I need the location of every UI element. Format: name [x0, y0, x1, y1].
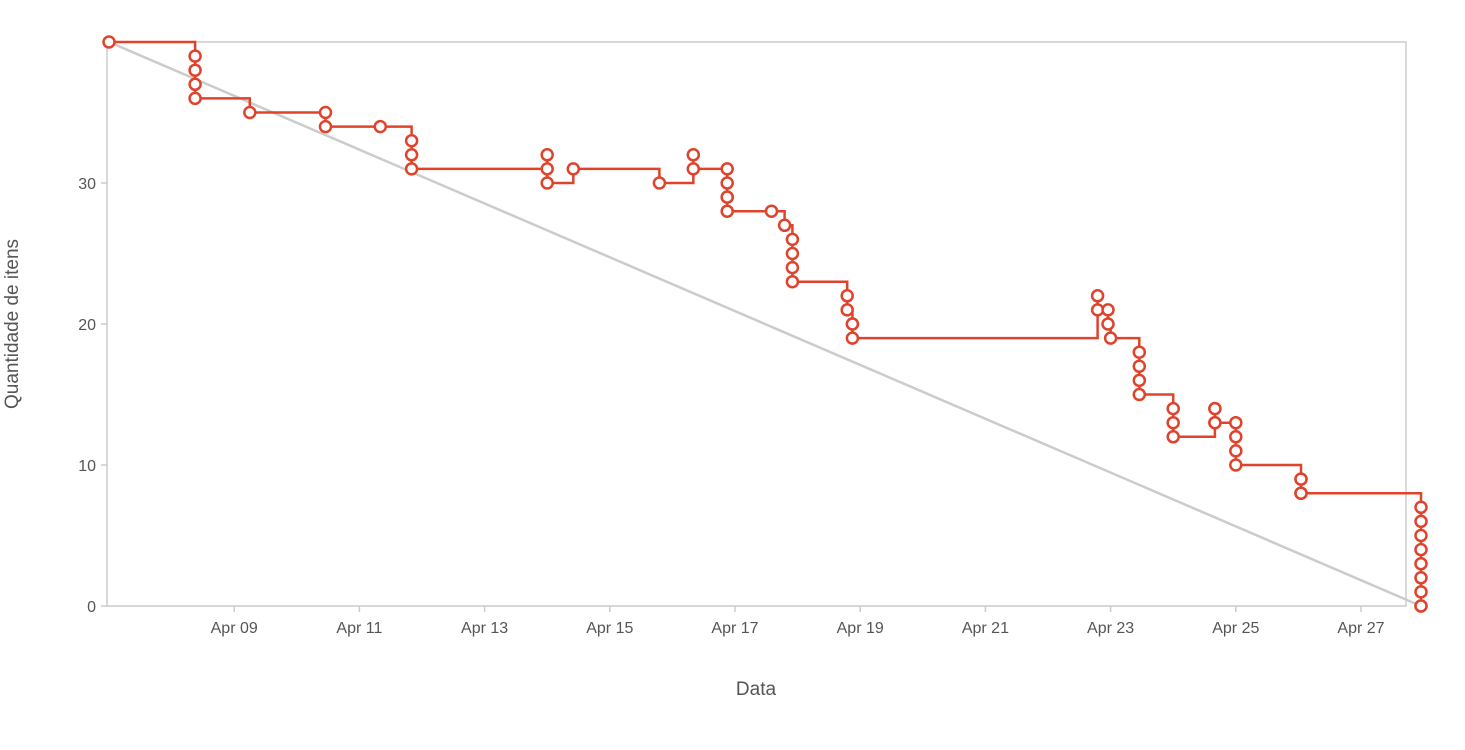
data-point[interactable]	[102, 35, 116, 49]
data-point[interactable]	[540, 176, 554, 190]
y-tick-label: 20	[78, 317, 96, 334]
data-point[interactable]	[686, 162, 701, 176]
y-tick-label: 0	[87, 599, 96, 616]
x-tick-label: Apr 11	[336, 620, 382, 637]
x-tick-label: Apr 19	[837, 620, 884, 637]
series-layer	[102, 35, 1428, 613]
data-point[interactable]	[845, 317, 860, 331]
data-point[interactable]	[1414, 585, 1428, 599]
data-point[interactable]	[1229, 444, 1243, 458]
data-point[interactable]	[1294, 486, 1308, 500]
data-point[interactable]	[652, 176, 667, 190]
x-tick-label: Apr 15	[586, 620, 633, 637]
data-point[interactable]	[318, 119, 333, 134]
data-point[interactable]	[1132, 387, 1147, 402]
data-point[interactable]	[1132, 373, 1147, 388]
data-point[interactable]	[1294, 472, 1308, 486]
data-point[interactable]	[1166, 430, 1180, 444]
y-axis: 0 10 20 30	[78, 176, 107, 616]
data-point[interactable]	[785, 246, 800, 261]
data-point[interactable]	[566, 162, 581, 176]
data-point[interactable]	[1229, 458, 1243, 472]
y-axis-title: Quantidade de itens	[2, 239, 23, 409]
data-point[interactable]	[720, 162, 734, 176]
data-point[interactable]	[785, 260, 800, 275]
data-point[interactable]	[1414, 542, 1428, 557]
data-point[interactable]	[840, 289, 854, 303]
data-point[interactable]	[1208, 401, 1222, 416]
data-point[interactable]	[777, 218, 792, 233]
ideal-trend-line	[108, 40, 1422, 608]
x-tick-label: Apr 09	[211, 620, 258, 637]
data-point[interactable]	[720, 176, 734, 190]
data-point[interactable]	[1132, 359, 1147, 374]
data-point[interactable]	[720, 204, 734, 218]
data-point[interactable]	[1414, 599, 1428, 613]
data-point[interactable]	[404, 148, 419, 162]
data-point[interactable]	[1103, 331, 1118, 345]
data-point[interactable]	[720, 190, 734, 204]
data-point[interactable]	[540, 162, 554, 176]
data-point[interactable]	[540, 148, 554, 162]
data-point[interactable]	[764, 204, 779, 218]
data-point[interactable]	[1229, 430, 1243, 444]
data-point[interactable]	[1101, 317, 1115, 331]
y-tick-label: 10	[78, 458, 96, 475]
x-tick-label: Apr 23	[1087, 620, 1134, 637]
data-point[interactable]	[188, 63, 202, 77]
plot-area-frame	[106, 41, 1407, 607]
data-point[interactable]	[840, 303, 854, 317]
x-tick-label: Apr 17	[711, 620, 758, 637]
data-point[interactable]	[1229, 415, 1243, 430]
data-point[interactable]	[785, 232, 800, 247]
data-point[interactable]	[373, 119, 388, 134]
data-point[interactable]	[1414, 514, 1428, 529]
data-point[interactable]	[1090, 289, 1105, 303]
data-point[interactable]	[188, 77, 202, 92]
data-point[interactable]	[686, 148, 701, 162]
data-point[interactable]	[1414, 556, 1428, 571]
data-point[interactable]	[318, 105, 333, 120]
data-point[interactable]	[785, 274, 800, 289]
data-point[interactable]	[1166, 401, 1180, 416]
data-point[interactable]	[845, 331, 860, 345]
x-tick-label: Apr 21	[962, 620, 1009, 637]
data-point[interactable]	[404, 133, 419, 148]
data-point[interactable]	[404, 162, 419, 176]
data-point[interactable]	[1414, 571, 1428, 585]
data-point[interactable]	[1132, 345, 1147, 359]
data-point[interactable]	[1101, 303, 1115, 317]
data-point[interactable]	[1208, 415, 1222, 430]
x-axis-title: Data	[736, 679, 777, 700]
y-tick-label: 30	[78, 176, 96, 193]
data-point[interactable]	[243, 105, 257, 120]
data-point[interactable]	[188, 91, 202, 106]
data-point[interactable]	[1166, 415, 1180, 430]
data-point[interactable]	[1414, 500, 1428, 515]
data-point[interactable]	[1414, 528, 1428, 543]
data-point[interactable]	[188, 49, 202, 63]
x-tick-label: Apr 27	[1337, 620, 1384, 637]
x-tick-label: Apr 25	[1212, 620, 1259, 637]
x-tick-label: Apr 13	[461, 620, 508, 637]
x-axis: Apr 09 Apr 11 Apr 13 Apr 15 Apr 17 Apr 19 Apr …	[211, 606, 1385, 637]
